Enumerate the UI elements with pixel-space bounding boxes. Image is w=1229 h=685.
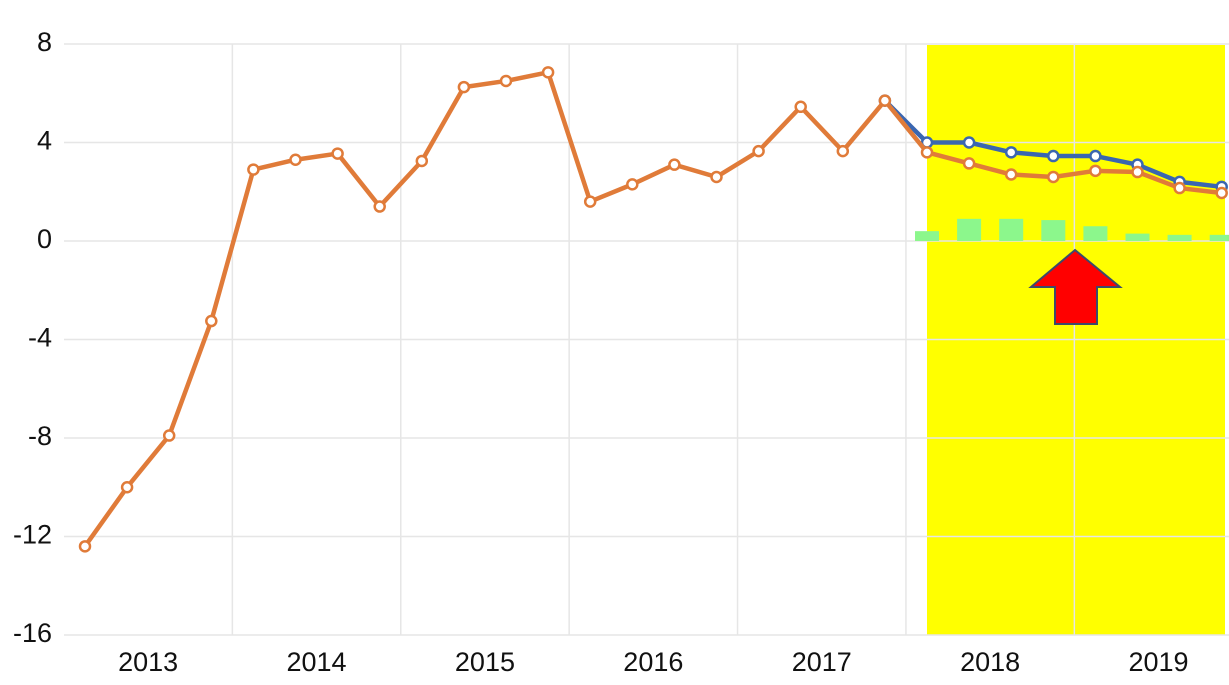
marker xyxy=(373,200,386,213)
x-tick-label: 2013 xyxy=(118,647,178,677)
marker xyxy=(1131,165,1144,179)
y-tick-label: 0 xyxy=(37,224,52,254)
bar xyxy=(915,231,939,241)
marker xyxy=(1047,149,1060,163)
y-tick-label: -12 xyxy=(13,520,52,550)
marks xyxy=(78,66,1229,553)
marker xyxy=(499,74,513,88)
x-tick-label: 2017 xyxy=(792,647,852,677)
marker xyxy=(1215,186,1228,200)
marker xyxy=(1004,168,1018,181)
bar xyxy=(1041,220,1066,241)
marker xyxy=(668,158,681,171)
marker xyxy=(962,136,976,149)
bar xyxy=(999,218,1024,241)
marker xyxy=(78,540,92,553)
y-tick-label: -4 xyxy=(28,323,52,353)
y-tick-label: -8 xyxy=(28,421,52,451)
marker xyxy=(457,80,471,94)
marker xyxy=(836,144,850,158)
marker xyxy=(247,163,260,176)
marker xyxy=(878,94,892,107)
y-tick-label: 8 xyxy=(37,27,52,57)
marker xyxy=(162,429,176,442)
x-tick-label: 2015 xyxy=(455,647,515,677)
bar xyxy=(1125,233,1150,241)
y-tick-label: -16 xyxy=(13,618,52,648)
marker xyxy=(331,147,344,160)
x-tick-label: 2014 xyxy=(287,647,347,677)
marker xyxy=(1089,164,1102,178)
marker xyxy=(710,170,723,184)
grid xyxy=(64,43,1229,636)
bar xyxy=(1167,234,1192,241)
marker xyxy=(626,178,639,191)
arrow-annotation xyxy=(1028,248,1123,325)
y-tick-label: 4 xyxy=(37,126,52,156)
bar xyxy=(957,218,982,241)
marker xyxy=(1004,146,1018,159)
marker xyxy=(752,144,765,158)
marker xyxy=(120,481,134,494)
marker xyxy=(205,314,218,328)
marker xyxy=(794,100,807,114)
x-tick-label: 2019 xyxy=(1129,647,1189,677)
line xyxy=(83,70,1222,548)
marker xyxy=(415,154,429,168)
marker xyxy=(1047,170,1060,184)
bar xyxy=(1209,234,1229,241)
marker xyxy=(583,195,597,208)
bar xyxy=(1083,226,1108,241)
marker xyxy=(541,66,555,79)
x-tick-label: 2018 xyxy=(960,647,1020,677)
marker xyxy=(920,146,934,159)
x-tick-label: 2016 xyxy=(623,647,683,677)
marker xyxy=(962,157,976,170)
marker xyxy=(1173,181,1186,195)
marker xyxy=(1089,149,1102,163)
marker xyxy=(289,153,302,166)
